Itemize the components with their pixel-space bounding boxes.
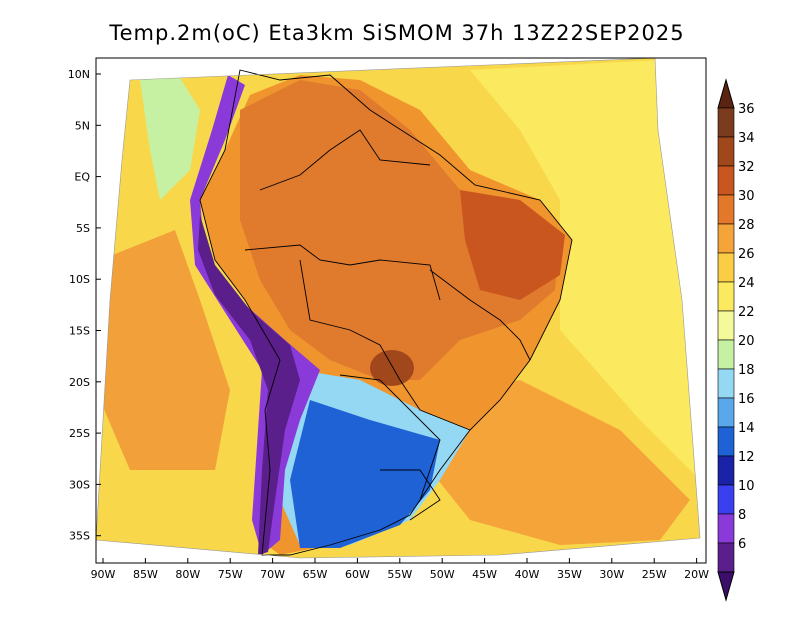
continent-outline [199,69,573,556]
lon-tick-label: 60W [345,568,370,581]
lat-tick-label: 20S [69,376,90,389]
colorbar-band [717,455,735,486]
lon-tick-label: 25W [642,568,667,581]
border-states [429,269,531,361]
pantanal-hot-region [370,350,414,386]
lon-tick-label: 85W [133,568,158,581]
colorbar-band [717,310,735,341]
colorbar-arrow-bottom [717,571,735,602]
colorbar-label: 12 [738,450,755,465]
domain-frame [95,57,701,559]
border-amazon [244,244,441,301]
border-uruguay [380,469,441,521]
colorbar-label: 30 [738,189,755,204]
colorbar-band [717,136,735,167]
lat-tick-label: EQ [74,171,90,184]
colorbar-label: 22 [738,305,755,320]
lat-tick-label: 15S [69,325,90,338]
border-paraguay [339,374,441,501]
border-bolivia [299,259,471,431]
colorbar-band [717,426,735,457]
axes-frame [95,57,707,564]
pacific-warm-region [100,230,230,470]
colorbar-label: 8 [738,508,746,523]
colorbar-label: 10 [738,479,755,494]
colorbar-band [717,542,735,573]
colorbar-label: 16 [738,392,755,407]
longitude-axis: 90W 85W 80W 75W 70W 65W 60W 55W 50W 45W 40W 35W 30W 2… [91,558,709,581]
colorbar-band [717,107,735,138]
south-cold-region [290,400,440,548]
colorbar-band [717,223,735,254]
interior-hot-region [240,80,560,380]
colorbar-arrow-top [717,78,735,109]
atlantic-pale-region [470,60,700,480]
colorbar-label: 24 [738,276,755,291]
lon-tick-label: 80W [175,568,200,581]
map-title: Temp.2m(oC) Eta3km SiSMOM 37h 13Z22SEP20… [108,21,684,45]
colorbar-band [717,339,735,370]
lat-tick-label: 5S [76,222,90,235]
colorbar-band [717,165,735,196]
colorbar-band [717,252,735,283]
border-north [259,129,431,191]
colorbar-band [717,513,735,544]
colorbar-label: 6 [738,537,746,552]
colorbar-band [717,194,735,225]
lat-tick-label: 10S [69,273,90,286]
lon-tick-label: 70W [260,568,285,581]
andes-coldest-strip [198,215,300,555]
colorbar-label: 36 [738,102,755,117]
temperature-field [96,58,700,558]
pacific-coast-cool [140,70,200,200]
lon-tick-label: 75W [218,568,243,581]
lat-tick-label: 35S [69,530,90,543]
latitude-axis: 10N 5N EQ 5S 10S 15S 20S 25S 30S 35S [68,68,101,543]
lon-tick-label: 90W [91,568,116,581]
colorbar-label: 28 [738,218,755,233]
colorbar-label: 18 [738,363,755,378]
colorbar-label: 14 [738,421,755,436]
lon-tick-label: 50W [430,568,455,581]
colorbar-band [717,368,735,399]
lat-tick-label: 25S [69,427,90,440]
lon-tick-label: 35W [557,568,582,581]
lon-tick-label: 55W [387,568,412,581]
colorbar-band [717,397,735,428]
lat-tick-label: 10N [68,68,90,81]
lon-tick-label: 30W [599,568,624,581]
lon-tick-label: 20W [684,568,709,581]
lat-tick-label: 30S [69,478,90,491]
colorbar: 36 34 32 30 28 26 24 22 20 18 16 14 12 10 8 6 [717,78,755,602]
lon-tick-label: 65W [303,568,328,581]
colorbar-label: 34 [738,131,755,146]
lon-tick-label: 45W [472,568,497,581]
lon-tick-label: 40W [515,568,540,581]
colorbar-label: 32 [738,160,755,175]
northeast-hot-region [460,190,565,300]
colorbar-label: 20 [738,334,755,349]
colorbar-band [717,281,735,312]
political-borders [199,69,573,556]
south-atlantic-warm-region [430,380,690,545]
lat-tick-label: 5N [75,119,90,132]
colorbar-band [717,484,735,515]
colorbar-label: 26 [738,247,755,262]
